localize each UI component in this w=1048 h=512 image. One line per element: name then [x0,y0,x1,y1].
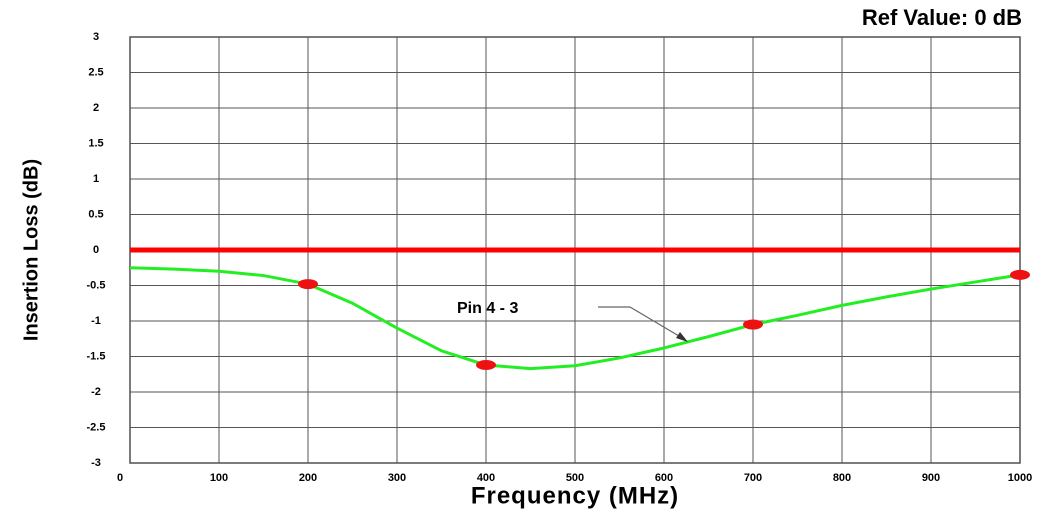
y-tick-label: -2.5 [87,421,106,433]
leader-line [629,306,685,340]
y-tick-label: 2.5 [88,66,103,78]
x-tick-label: 800 [833,472,851,484]
y-tick-label: 3 [93,31,99,43]
y-tick-label: 2 [93,102,99,114]
x-axis-label: Frequency (MHz) [471,482,679,509]
marker [476,360,496,371]
marker [298,279,318,290]
y-tick-label: 0 [93,244,99,256]
x-tick-label: 700 [744,472,762,484]
y-tick-label: 1 [93,173,99,185]
x-tick-label: 400 [477,472,495,484]
x-tick-label: 200 [299,472,317,484]
x-tick-label: 600 [655,472,673,484]
y-tick-label: -2 [91,386,101,398]
x-tick-label: 0 [117,472,123,484]
y-axis-label: Insertion Loss (dB) [20,159,42,341]
y-tick-label: -1.5 [87,350,106,362]
chart-title: Ref Value: 0 dB [862,5,1022,30]
x-tick-label: 1000 [1008,472,1032,484]
marks [129,247,1030,371]
y-tick-label: -1 [91,315,101,327]
data-line [129,266,1021,371]
y-tick-label: -3 [91,457,101,469]
y-tick-label: -0.5 [87,279,106,291]
x-tick-label: 500 [566,472,584,484]
x-tick-label: 300 [388,472,406,484]
marker [743,319,763,330]
x-tick-label: 900 [922,472,940,484]
annotation: Pin 4 - 3 [457,300,518,317]
x-tick-label: 100 [210,472,228,484]
y-tick-label: 1.5 [88,137,103,149]
y-tick-label: 0.5 [88,208,103,220]
marker [1010,269,1030,280]
leader-arrow [676,332,688,342]
